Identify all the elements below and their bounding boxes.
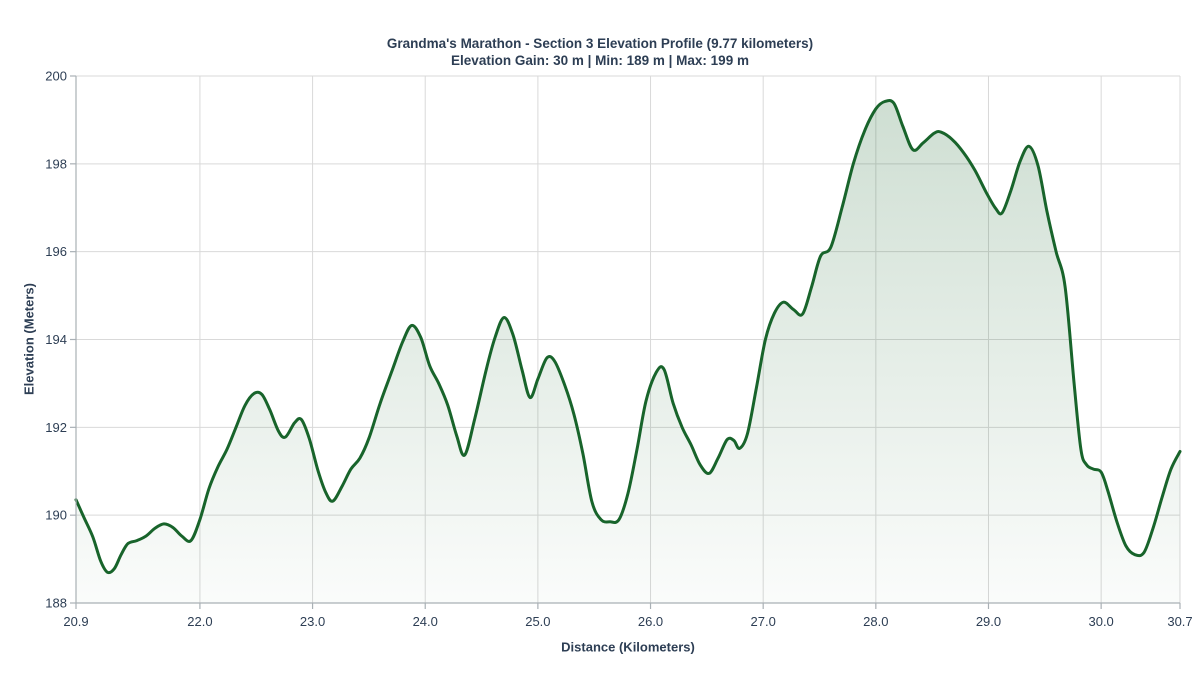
x-tick-label: 24.0 — [413, 614, 438, 629]
x-tick-label: 20.9 — [63, 614, 88, 629]
chart-subtitle: Elevation Gain: 30 m | Min: 189 m | Max:… — [451, 53, 749, 68]
x-tick-label: 22.0 — [187, 614, 212, 629]
x-tick-label: 30.7 — [1167, 614, 1192, 629]
y-tick-label: 196 — [45, 244, 67, 259]
x-tick-label: 26.0 — [638, 614, 663, 629]
x-axis-label: Distance (Kilometers) — [561, 639, 695, 655]
x-tick-label: 23.0 — [300, 614, 325, 629]
y-tick-label: 192 — [45, 420, 67, 435]
y-tick-label: 198 — [45, 156, 67, 171]
y-tick-label: 190 — [45, 508, 67, 523]
y-tick-label: 200 — [45, 69, 67, 84]
elevation-area — [76, 100, 1180, 604]
chart-title: Grandma's Marathon - Section 3 Elevation… — [386, 36, 814, 51]
x-tick-label: 25.0 — [525, 614, 550, 629]
x-tick-label: 30.0 — [1088, 614, 1113, 629]
x-tick-label: 27.0 — [751, 614, 776, 629]
y-axis-label: Elevation (Meters) — [21, 283, 37, 395]
elevation-line — [74, 98, 1182, 575]
x-tick-label: 28.0 — [863, 614, 888, 629]
x-tick-label: 29.0 — [976, 614, 1001, 629]
y-tick-label: 188 — [45, 596, 67, 611]
y-tick-label: 194 — [45, 332, 67, 347]
